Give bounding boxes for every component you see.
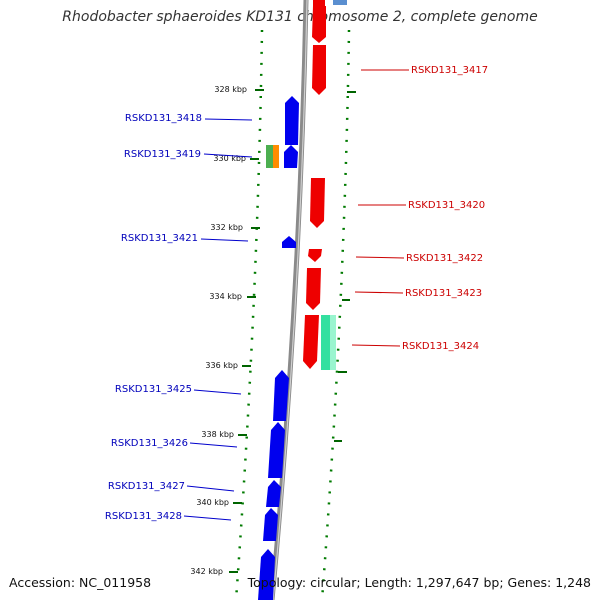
tick-label: 334 kbp — [209, 292, 242, 301]
leader-line — [351, 344, 401, 347]
gene-feature-bottom[interactable] — [258, 549, 275, 600]
leader-line — [203, 153, 253, 158]
tick-label: 342 kbp — [190, 567, 223, 576]
gene-label-reverse[interactable]: RSKD131_3420 — [408, 200, 485, 211]
chromosome-backbone-highlight — [272, 0, 308, 600]
gene-label-forward[interactable]: RSKD131_3418 — [125, 113, 202, 124]
leader-line — [354, 291, 404, 294]
gene-feature-3420[interactable] — [310, 178, 325, 228]
gene-label-forward[interactable]: RSKD131_3425 — [115, 384, 192, 395]
rrna-feature-highlight — [330, 315, 336, 370]
leader-line — [183, 515, 232, 521]
gene-feature-3422[interactable] — [308, 249, 322, 262]
tick-label: 340 kbp — [196, 498, 229, 507]
gene-label-forward[interactable]: RSKD131_3419 — [124, 149, 201, 160]
inner-guide-ring — [234, 29, 264, 600]
tick-label: 336 kbp — [205, 361, 238, 370]
leader-line — [193, 389, 242, 395]
scale-ticks — [229, 89, 356, 573]
tick-label: 328 kbp — [214, 85, 247, 94]
accession-text: Accession: NC_011958 — [9, 575, 152, 590]
leader-line — [204, 118, 253, 121]
gene-label-reverse[interactable]: RSKD131_3417 — [411, 65, 488, 76]
gene-label-reverse[interactable]: RSKD131_3422 — [406, 253, 483, 264]
map-title: Rhodobacter sphaeroides KD131 chromosome… — [62, 9, 538, 25]
gene-feature-3421[interactable] — [282, 236, 296, 248]
trna-feature-green[interactable] — [266, 145, 273, 168]
gene-label-forward[interactable]: RSKD131_3421 — [121, 233, 198, 244]
tick-label: 330 kbp — [213, 154, 246, 163]
gene-feature-3424[interactable] — [303, 315, 319, 369]
gene-feature-3427[interactable] — [266, 480, 281, 507]
top-partial-feature-blue — [333, 0, 347, 5]
gene-label-forward[interactable]: RSKD131_3426 — [111, 438, 188, 449]
gene-feature-3423[interactable] — [306, 268, 321, 310]
top-partial-feature-red — [313, 0, 325, 6]
gene-feature-3418[interactable] — [285, 96, 299, 145]
gene-feature-top[interactable] — [312, 6, 326, 43]
gene-feature-3428[interactable] — [263, 508, 278, 541]
reverse-leaders — [351, 69, 409, 347]
forward-genes — [258, 96, 299, 600]
gene-feature-3419[interactable] — [284, 145, 298, 168]
tick-label: 332 kbp — [210, 223, 243, 232]
forward-leaders — [183, 118, 253, 521]
genome-summary-text: Topology: circular; Length: 1,297,647 bp… — [247, 575, 591, 590]
gene-label-reverse[interactable]: RSKD131_3423 — [405, 288, 482, 299]
trna-feature-orange[interactable] — [273, 145, 279, 168]
gene-label-forward[interactable]: RSKD131_3428 — [105, 511, 182, 522]
leader-line — [200, 238, 249, 242]
leader-line — [189, 442, 238, 448]
gene-feature-3425[interactable] — [273, 370, 289, 421]
gene-label-reverse[interactable]: RSKD131_3424 — [402, 341, 479, 352]
reverse-genes — [303, 6, 326, 369]
chromosome-backbone — [269, 0, 309, 600]
tick-label: 338 kbp — [201, 430, 234, 439]
gene-label-forward[interactable]: RSKD131_3427 — [108, 481, 185, 492]
leader-line — [355, 256, 405, 259]
gene-feature-3426[interactable] — [268, 422, 285, 478]
leader-line — [186, 485, 235, 492]
gene-feature-3417[interactable] — [312, 45, 326, 95]
